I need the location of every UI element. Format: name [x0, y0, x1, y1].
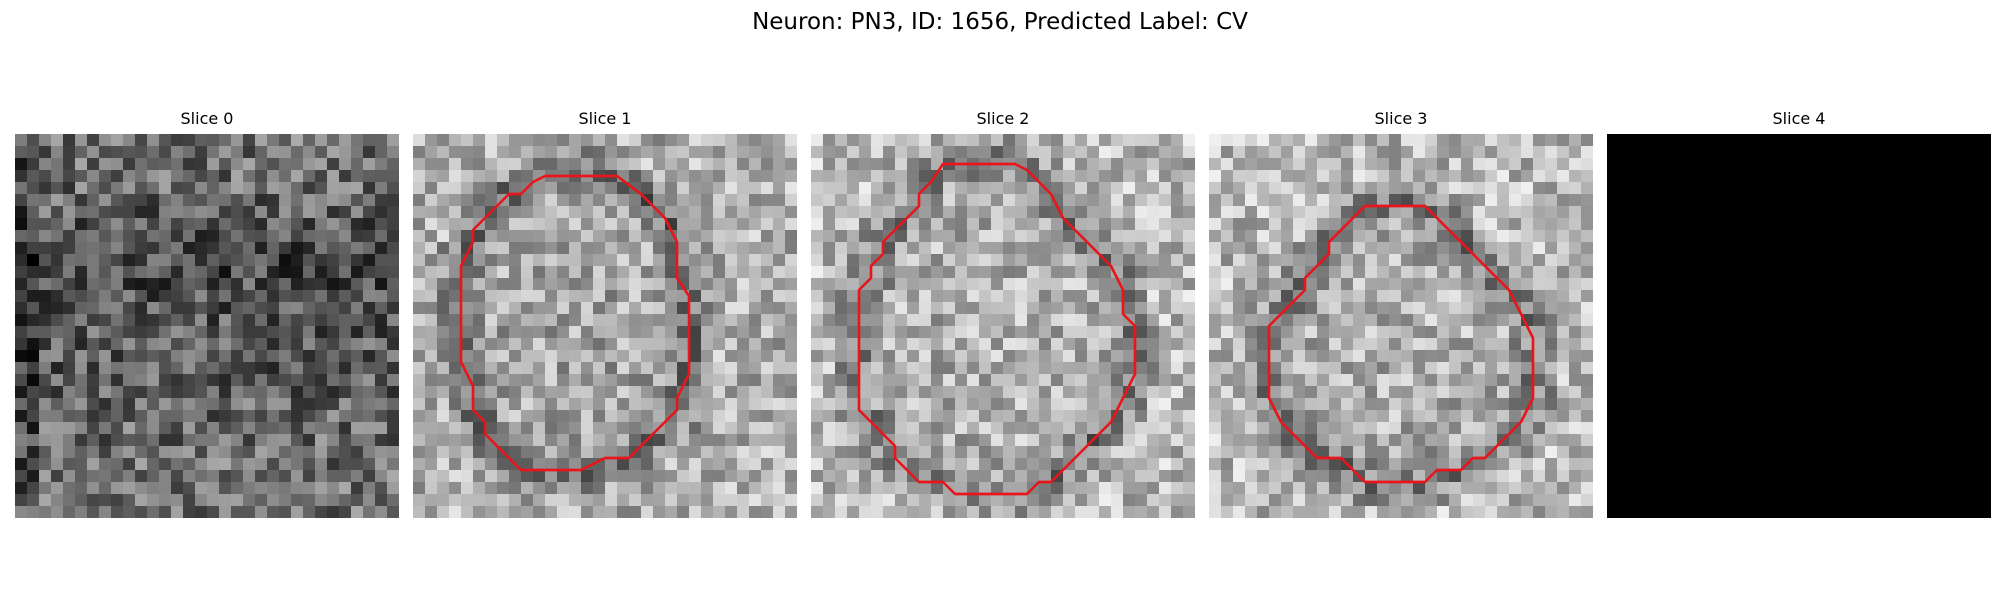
slice-title: Slice 1: [578, 109, 632, 128]
contour-overlay: [1267, 204, 1535, 484]
contour-overlay: [15, 134, 399, 518]
slice-title: Slice 2: [976, 109, 1030, 128]
slice-image: [413, 134, 797, 518]
slice-title: Slice 0: [180, 109, 234, 128]
contour-overlay: [1607, 134, 1991, 518]
contour-line: [1267, 204, 1535, 484]
contour-line: [857, 162, 1137, 496]
contour-line: [459, 174, 691, 472]
contour-overlay: [459, 174, 691, 472]
slice-image: [811, 134, 1195, 518]
contour-overlay: [857, 162, 1137, 496]
figure-title: Neuron: PN3, ID: 1656, Predicted Label: …: [752, 9, 1248, 35]
slice-image: [1607, 134, 1991, 518]
slice-image: [15, 134, 399, 518]
slice-title: Slice 4: [1772, 109, 1826, 128]
slice-title: Slice 3: [1374, 109, 1428, 128]
slice-image: [1209, 134, 1593, 518]
